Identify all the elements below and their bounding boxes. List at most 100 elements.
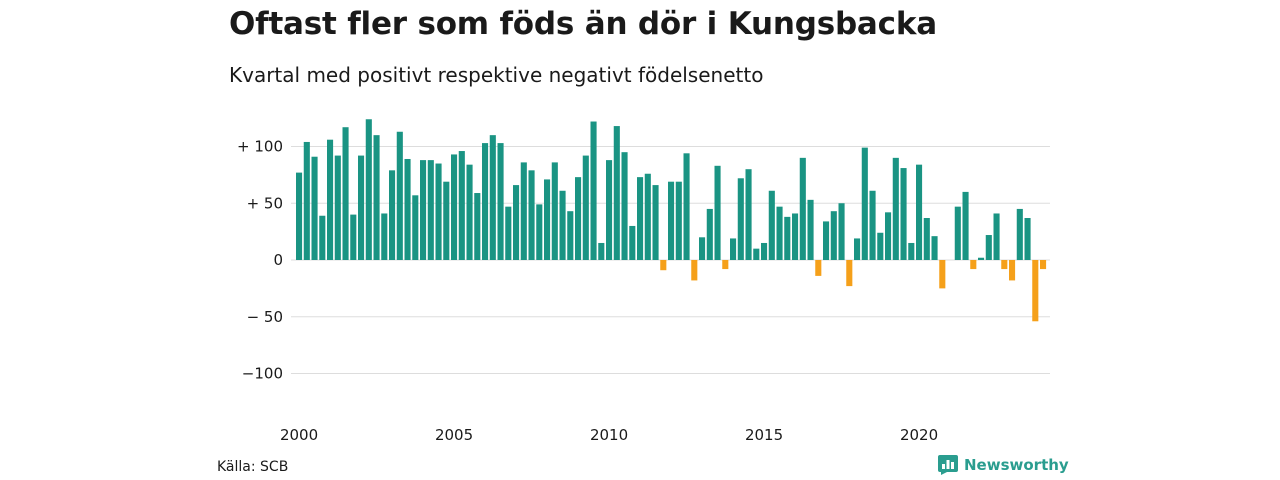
x-tick-label: 2020 bbox=[900, 426, 938, 444]
bar-positive bbox=[900, 168, 907, 260]
bar-positive bbox=[435, 163, 442, 260]
y-tick-label: −100 bbox=[242, 365, 283, 383]
bar-negative bbox=[1040, 260, 1047, 270]
bar-positive bbox=[931, 236, 938, 260]
bar-positive bbox=[582, 155, 589, 260]
bar-positive bbox=[575, 177, 582, 260]
bar-positive bbox=[737, 178, 744, 260]
chart-subtitle: Kvartal med positivt respektive negativt… bbox=[229, 63, 764, 87]
bar-negative bbox=[722, 260, 729, 270]
bars bbox=[296, 119, 1047, 322]
newsworthy-logo-icon bbox=[938, 455, 958, 475]
brand-logo: Newsworthy bbox=[938, 455, 1069, 475]
bar-negative bbox=[846, 260, 853, 287]
bar-positive bbox=[916, 164, 923, 260]
bar-positive bbox=[823, 221, 830, 260]
bar-positive bbox=[458, 151, 465, 260]
bar-positive bbox=[799, 157, 806, 260]
bar-positive bbox=[474, 193, 481, 260]
bar-positive bbox=[761, 242, 768, 260]
bar-chart: + 100 + 50 0 − 50 −100 2000 2005 2010 2015 2020 bbox=[237, 119, 1050, 444]
y-axis-labels: + 100 + 50 0 − 50 −100 bbox=[237, 138, 283, 383]
y-tick-label: 0 bbox=[273, 251, 283, 269]
bar-positive bbox=[559, 190, 566, 260]
bar-positive bbox=[482, 143, 489, 260]
bar-positive bbox=[358, 155, 365, 260]
bar-positive bbox=[443, 181, 450, 260]
x-tick-label: 2010 bbox=[590, 426, 628, 444]
bar-positive bbox=[404, 158, 411, 261]
bar-positive bbox=[706, 208, 713, 261]
bar-positive bbox=[776, 206, 783, 260]
bar-positive bbox=[621, 152, 628, 261]
bar-positive bbox=[350, 214, 357, 260]
bar-positive bbox=[536, 204, 543, 260]
bar-positive bbox=[954, 206, 961, 260]
bar-positive bbox=[637, 177, 644, 260]
bar-positive bbox=[985, 235, 992, 260]
bar-positive bbox=[830, 211, 837, 260]
bar-positive bbox=[427, 160, 434, 260]
bar-negative bbox=[939, 260, 946, 289]
bar-positive bbox=[412, 195, 419, 261]
bar-positive bbox=[389, 170, 396, 260]
bar-positive bbox=[699, 237, 706, 260]
x-tick-label: 2005 bbox=[435, 426, 473, 444]
chart-title: Oftast fler som föds än dör i Kungsbacka bbox=[229, 6, 937, 42]
bar-positive bbox=[807, 199, 814, 260]
bar-positive bbox=[714, 165, 721, 260]
y-tick-label: + 100 bbox=[237, 138, 283, 156]
bar-negative bbox=[970, 260, 977, 270]
bar-positive bbox=[730, 238, 737, 261]
bar-positive bbox=[567, 211, 574, 260]
bar-positive bbox=[753, 248, 760, 260]
bar-positive bbox=[311, 156, 318, 260]
bar-negative bbox=[1009, 260, 1016, 281]
bar-positive bbox=[451, 154, 458, 260]
bar-positive bbox=[613, 126, 620, 260]
bar-positive bbox=[644, 173, 651, 260]
bar-negative bbox=[1032, 260, 1039, 322]
bar-positive bbox=[373, 135, 380, 260]
bar-positive bbox=[854, 238, 861, 261]
bar-positive bbox=[365, 119, 372, 260]
bar-positive bbox=[745, 169, 752, 260]
bar-positive bbox=[668, 181, 675, 260]
y-tick-label: + 50 bbox=[247, 194, 283, 212]
bar-positive bbox=[1016, 208, 1023, 261]
bar-positive bbox=[606, 160, 613, 260]
bar-positive bbox=[675, 181, 682, 260]
bar-positive bbox=[513, 185, 520, 260]
y-tick-label: − 50 bbox=[247, 308, 283, 326]
x-tick-label: 2000 bbox=[280, 426, 318, 444]
bar-positive bbox=[792, 213, 799, 261]
bar-positive bbox=[334, 155, 341, 260]
bar-positive bbox=[466, 164, 473, 260]
bar-positive bbox=[885, 212, 892, 260]
bar-positive bbox=[877, 232, 884, 260]
bar-positive bbox=[598, 242, 605, 260]
bar-positive bbox=[838, 203, 845, 260]
bar-positive bbox=[296, 172, 303, 260]
bar-positive bbox=[861, 147, 868, 260]
bar-negative bbox=[691, 260, 698, 281]
bar-positive bbox=[520, 162, 527, 260]
x-axis-labels: 2000 2005 2010 2015 2020 bbox=[280, 426, 938, 444]
bar-positive bbox=[303, 141, 310, 260]
x-tick-label: 2015 bbox=[745, 426, 783, 444]
bar-positive bbox=[420, 160, 427, 260]
bar-positive bbox=[923, 218, 930, 260]
bar-positive bbox=[978, 257, 985, 260]
bar-positive bbox=[683, 153, 690, 260]
bar-positive bbox=[319, 215, 326, 261]
bar-positive bbox=[629, 225, 636, 260]
source-label: Källa: SCB bbox=[217, 459, 289, 475]
bar-negative bbox=[815, 260, 822, 276]
bar-negative bbox=[660, 260, 667, 271]
bar-positive bbox=[908, 242, 915, 260]
bar-positive bbox=[396, 131, 403, 260]
bar-positive bbox=[327, 139, 334, 260]
bar-positive bbox=[1024, 218, 1031, 260]
bar-positive bbox=[489, 135, 496, 260]
bar-positive bbox=[381, 213, 388, 261]
